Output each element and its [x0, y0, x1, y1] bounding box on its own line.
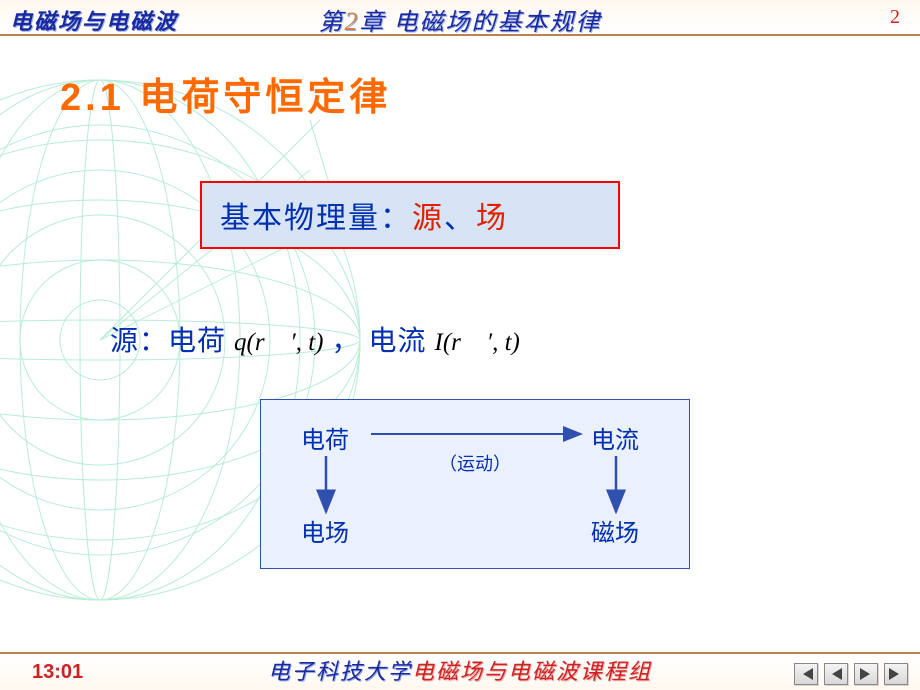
nav-first-icon: [799, 668, 813, 680]
source-definition-line: 源：电荷 q(r⃗ ′, t) ， 电流 I(r⃗ ′, t): [110, 319, 880, 359]
section-title: 2.1 电荷守恒定律: [60, 66, 880, 121]
chapter-title: 第2章 电磁场的基本规律: [319, 2, 602, 37]
footer-bar: 13:01 电子科技大学电磁场与电磁波课程组: [0, 652, 920, 690]
nav-next-icon: [860, 668, 872, 680]
arrows-svg: [261, 400, 691, 570]
footer-credit: 电子科技大学电磁场与电磁波课程组: [268, 654, 652, 686]
clock-time: 13:01: [32, 661, 83, 684]
nav-first-button[interactable]: [794, 663, 818, 685]
nav-last-icon: [889, 668, 903, 680]
footer-group: 电磁场与电磁波课程组: [412, 659, 652, 684]
box-sep: 、: [444, 202, 476, 235]
chapter-prefix: 第: [319, 10, 345, 36]
nav-next-button[interactable]: [854, 663, 878, 685]
box-label: 基本物理量：: [220, 202, 412, 235]
nav-prev-button[interactable]: [824, 663, 848, 685]
footer-org: 电子科技大学: [268, 659, 412, 684]
course-title: 电磁场与电磁波: [10, 4, 178, 36]
src-math-current: I(r⃗ ′, t): [435, 329, 520, 356]
src-math-charge: q(r⃗ ′, t): [234, 329, 324, 356]
nav-prev-icon: [830, 668, 842, 680]
src-prefix: 源：电荷: [110, 326, 234, 357]
chapter-number: 2: [345, 7, 360, 36]
box-term-source: 源: [412, 202, 444, 235]
header-bar: 电磁场与电磁波 第2章 电磁场的基本规律 2: [0, 0, 920, 36]
highlight-box: 基本物理量：源、场: [200, 181, 620, 249]
box-term-field: 场: [476, 202, 508, 235]
chapter-suffix: 章 电磁场的基本规律: [360, 10, 602, 36]
slide-content: 2.1 电荷守恒定律 基本物理量：源、场 源：电荷 q(r⃗ ′, t) ， 电…: [0, 36, 920, 569]
nav-last-button[interactable]: [884, 663, 908, 685]
relation-diagram-outer: 电荷 电流 （运动） 电场 磁场: [260, 399, 690, 569]
src-middle: ， 电流: [332, 326, 435, 357]
page-number: 2: [890, 6, 900, 29]
nav-buttons: [794, 663, 908, 685]
relation-diagram: 电荷 电流 （运动） 电场 磁场: [260, 399, 690, 569]
